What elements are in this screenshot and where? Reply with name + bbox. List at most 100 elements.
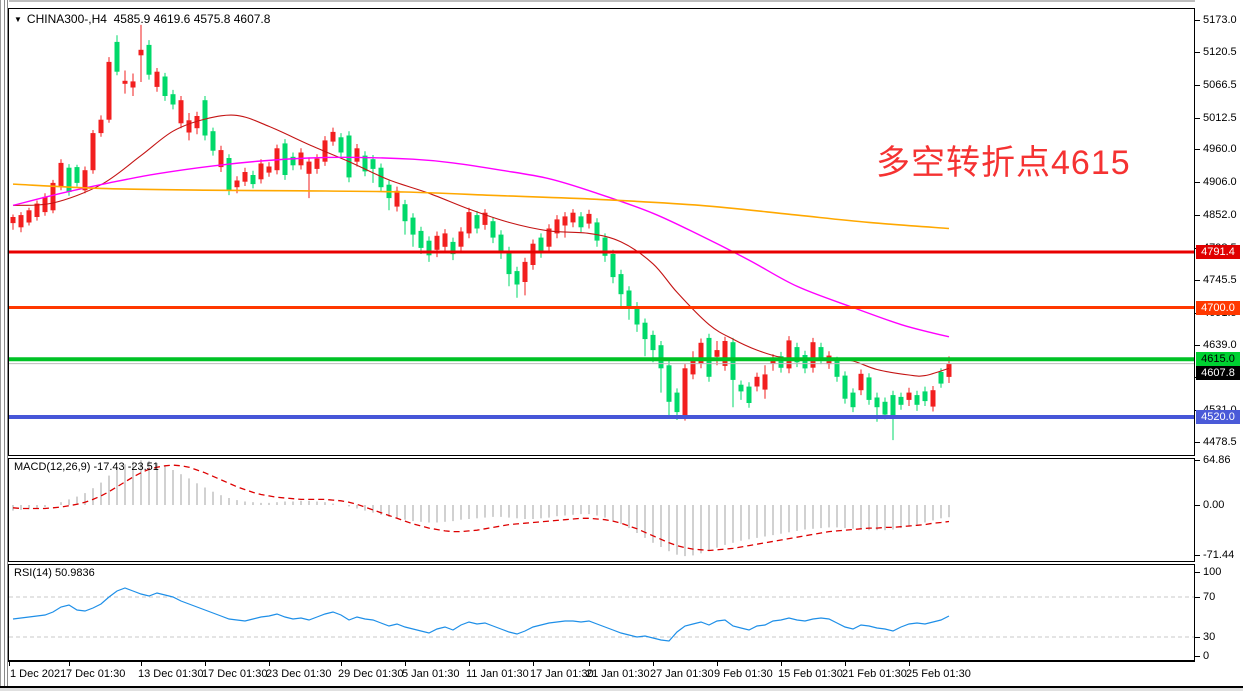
candle-body — [802, 355, 808, 369]
time-tick-label: 5 Jan 01:30 — [402, 668, 460, 680]
candle-body — [418, 230, 424, 248]
candle-body — [906, 392, 912, 400]
candle-body — [698, 342, 704, 364]
axis-tick — [1195, 20, 1200, 21]
pane-splitter[interactable] — [8, 456, 1195, 458]
candle-body — [642, 322, 648, 340]
axis-tick — [1195, 52, 1200, 53]
candle-body — [938, 372, 944, 384]
candle-body — [98, 119, 104, 134]
time-tick-label: 25 Feb 01:30 — [906, 668, 971, 680]
axis-tick — [1195, 149, 1200, 150]
time-tick-label: 17 Dec 01:30 — [202, 668, 268, 680]
axis-tick-label: 64.86 — [1203, 454, 1231, 466]
candle-body — [834, 361, 840, 377]
candle-body — [114, 41, 120, 72]
time-tick-label: 23 Dec 01:30 — [266, 668, 332, 680]
time-tick — [717, 662, 718, 666]
window-bottom-edge — [0, 686, 1243, 688]
time-tick — [269, 662, 270, 666]
candle-body — [634, 306, 640, 325]
candle-body — [554, 219, 560, 234]
candle-body — [306, 161, 312, 174]
macd-canvas[interactable] — [9, 459, 1194, 561]
time-tick-label: 21 Feb 01:30 — [842, 668, 907, 680]
candle-body — [354, 148, 360, 162]
axis-tick — [1195, 656, 1200, 657]
rsi-line — [12, 587, 950, 642]
candle-body — [162, 76, 168, 96]
macd-pane[interactable]: MACD(12,26,9) -17.43 -23.51 — [8, 458, 1195, 562]
candle-body — [210, 131, 216, 151]
candle-body — [578, 216, 584, 228]
candle-body — [882, 401, 888, 415]
price-badge: 4791.4 — [1196, 245, 1240, 259]
candle-body — [426, 240, 432, 256]
axis-tick — [1195, 572, 1200, 573]
axis-tick — [1195, 182, 1200, 183]
axis-tick-label: 0.00 — [1203, 499, 1225, 511]
candle-body — [18, 215, 24, 228]
rsi-canvas[interactable] — [9, 565, 1194, 660]
axis-tick-label: 5012.5 — [1203, 112, 1237, 124]
candle-body — [314, 158, 320, 169]
axis-tick — [1195, 442, 1200, 443]
axis-tick-label: 70 — [1203, 591, 1216, 603]
candle-body — [626, 290, 632, 308]
candle-body — [58, 162, 64, 187]
candle-body — [194, 116, 200, 129]
axis-tick — [1195, 637, 1200, 638]
candle-body — [234, 180, 240, 188]
symbol-dropdown-icon[interactable]: ▼ — [14, 15, 22, 24]
window-bottom-strip — [0, 688, 1243, 691]
candle-body — [66, 167, 72, 192]
price-badge: 4607.8 — [1196, 366, 1240, 380]
candle-body — [650, 334, 656, 351]
ma-mid-magenta — [12, 156, 950, 338]
candle-body — [546, 228, 552, 247]
time-tick-label: 21 Jan 01:30 — [586, 668, 650, 680]
candle-body — [378, 167, 384, 188]
candle-body — [874, 397, 880, 408]
price-axis[interactable]: 5173.0 5120.5 5066.5 5012.5 4960.0 4906.0 4852… — [1195, 0, 1243, 691]
price-badge: 4700.0 — [1196, 301, 1240, 315]
candle-body — [130, 81, 136, 88]
candle-body — [498, 234, 504, 253]
main-chart-canvas[interactable] — [9, 9, 1194, 455]
candle-body — [122, 80, 128, 84]
candle-body — [538, 237, 544, 253]
candle-body — [562, 216, 568, 226]
candle-body — [106, 61, 112, 120]
time-tick — [653, 662, 654, 666]
pane-splitter[interactable] — [8, 562, 1195, 564]
candle-body — [410, 217, 416, 235]
candle-body — [186, 120, 192, 133]
axis-tick — [1195, 118, 1200, 119]
candle-body — [658, 345, 664, 369]
rsi-label: RSI(14) 50.9836 — [14, 567, 95, 579]
candle-body — [810, 342, 816, 368]
candle-body — [402, 204, 408, 222]
candle-body — [74, 167, 80, 183]
candle-body — [394, 190, 400, 207]
time-tick-label: 27 Jan 01:30 — [650, 668, 714, 680]
time-tick — [341, 662, 342, 666]
axis-tick-label: 4906.0 — [1203, 176, 1237, 188]
time-tick-label: 7 Dec 01:30 — [66, 668, 126, 680]
candle-body — [506, 251, 512, 275]
rsi-pane[interactable]: RSI(14) 50.9836 — [8, 564, 1195, 661]
axis-tick-label: -71.44 — [1203, 549, 1235, 561]
annotation-text[interactable]: 多空转折点4615 — [876, 144, 1131, 182]
time-tick — [589, 662, 590, 666]
candle-body — [442, 233, 448, 247]
candle-body — [490, 221, 496, 238]
axis-tick — [1195, 215, 1200, 216]
candle-body — [746, 386, 752, 403]
main-chart-pane[interactable]: ▼ CHINA300-,H4 4585.9 4619.6 4575.8 4607.… — [8, 8, 1195, 456]
candle-body — [90, 133, 96, 171]
candle-body — [738, 384, 744, 392]
time-axis[interactable]: 1 Dec 2021 7 Dec 01:30 13 Dec 01:30 17 Dec … — [8, 661, 1195, 687]
axis-tick-label: 4852.0 — [1203, 209, 1237, 221]
candle-body — [570, 212, 576, 223]
candle-body — [618, 274, 624, 295]
